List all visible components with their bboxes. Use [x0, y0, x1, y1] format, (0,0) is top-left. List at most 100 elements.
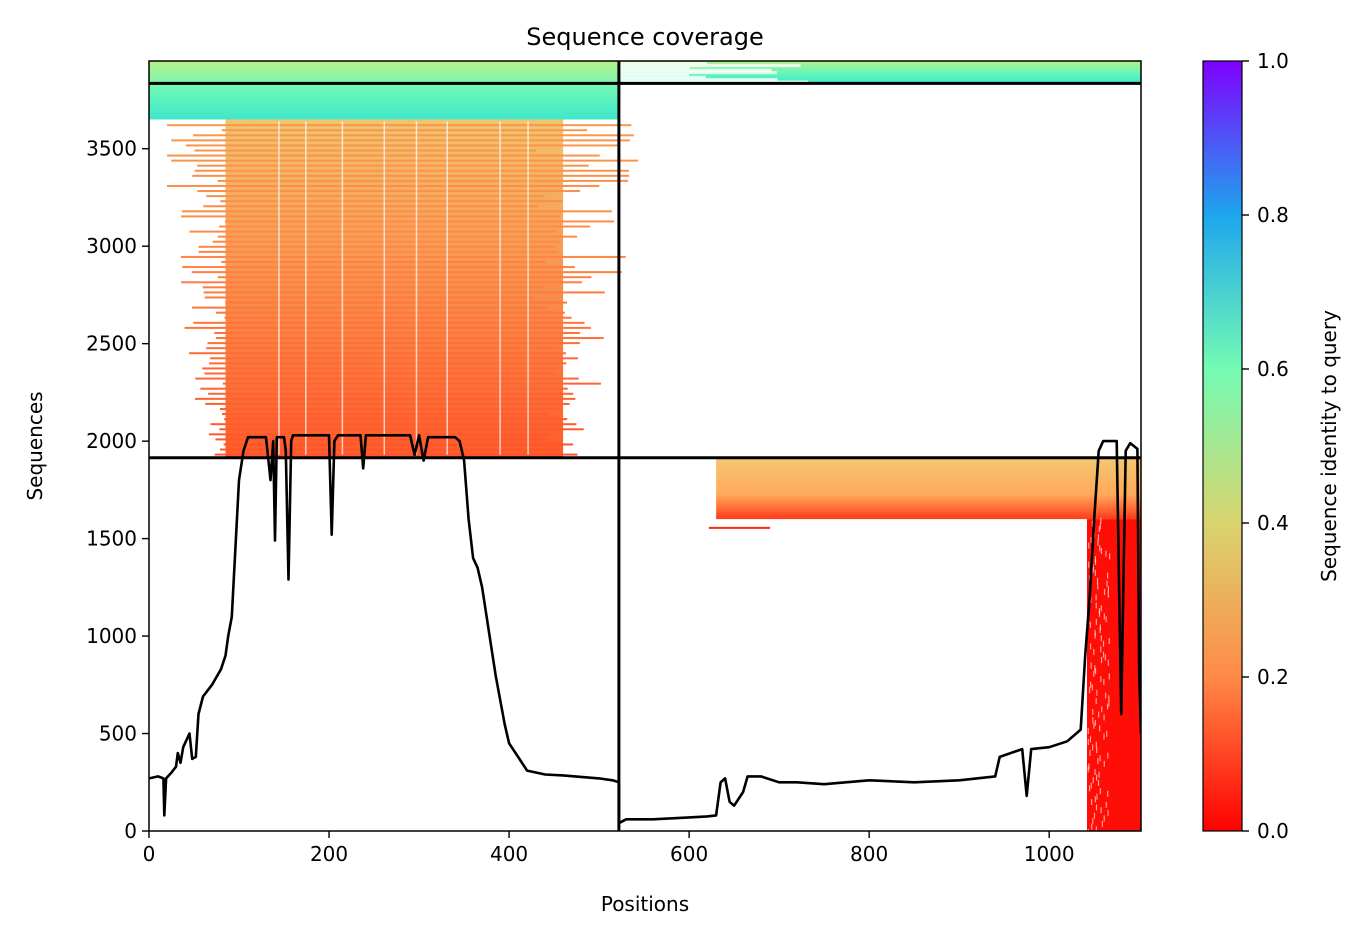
- gap-mark: [1095, 741, 1097, 748]
- gap-mark: [1092, 777, 1094, 784]
- alignment-streak: [192, 174, 630, 177]
- gap-mark: [618, 66, 690, 70]
- x-tick-label: 0: [143, 842, 156, 866]
- alignment-streak: [191, 306, 547, 309]
- plot-frame: [148, 60, 1142, 832]
- gap-mark: [1104, 654, 1106, 661]
- alignment-streak: [209, 362, 567, 365]
- gap-mark: [1097, 779, 1100, 786]
- alignment-streak: [204, 296, 534, 299]
- gap-mark: [1099, 624, 1101, 631]
- gap-column: [527, 121, 529, 455]
- alignment-streak: [207, 342, 580, 345]
- gap-mark: [1098, 711, 1100, 718]
- gap-mark: [1106, 580, 1108, 587]
- colorbar-tick-label: 0.0: [1257, 819, 1289, 843]
- gap-mark: [1087, 728, 1089, 735]
- alignment-streak: [185, 144, 619, 147]
- gap-mark: [1099, 755, 1101, 762]
- colorbar-tick-label: 0.4: [1257, 511, 1289, 535]
- alignment-streak: [214, 331, 580, 334]
- gap-mark: [618, 78, 778, 82]
- colorbar-tick-label: 0.2: [1257, 665, 1289, 689]
- x-tick-label: 1000: [1024, 842, 1075, 866]
- colorbar-tick-label: 0.8: [1257, 203, 1289, 227]
- gap-mark: [1100, 635, 1102, 642]
- gap-mark: [1107, 591, 1109, 598]
- gap-mark: [1088, 785, 1091, 792]
- gap-mark: [1088, 542, 1090, 549]
- gap-mark: [1094, 796, 1096, 803]
- gap-mark: [1097, 583, 1099, 590]
- gap-mark: [1090, 537, 1092, 544]
- gap-column: [305, 121, 307, 455]
- alignment-streak: [198, 250, 558, 253]
- gap-mark: [1095, 804, 1098, 811]
- gap-mark: [1094, 556, 1096, 563]
- alignment-streak: [224, 418, 568, 421]
- gap-mark: [1102, 640, 1105, 647]
- gap-mark: [1097, 758, 1099, 765]
- gap-mark: [1098, 771, 1100, 778]
- colorbar-ticks: 0.0 0.2 0.4 0.6 0.8 1.0: [1242, 49, 1289, 843]
- gap-mark: [1103, 760, 1105, 767]
- gap-mark: [1091, 684, 1093, 691]
- alignment-streak: [225, 220, 615, 223]
- alignment-streak: [219, 407, 562, 410]
- alignment-streaks: [167, 61, 1111, 831]
- gap-mark: [1107, 586, 1109, 593]
- gap-mark: [1105, 801, 1107, 808]
- gap-mark: [1093, 670, 1095, 677]
- gap-mark: [1089, 643, 1092, 650]
- alignment-streak: [215, 311, 565, 314]
- gap-mark: [1099, 788, 1101, 795]
- gap-mark: [1092, 708, 1094, 715]
- gap-mark: [1102, 651, 1105, 658]
- gap-mark: [1091, 823, 1093, 830]
- alignment-streak: [225, 301, 568, 304]
- gap-mark: [1097, 539, 1099, 546]
- gap-mark: [1089, 749, 1091, 756]
- y-axis-title: Sequences: [23, 391, 47, 500]
- alignment-streak: [708, 526, 771, 529]
- gap-mark: [1091, 520, 1094, 527]
- alignment-streak: [217, 179, 628, 182]
- gap-mark: [1106, 572, 1109, 579]
- gap-mark: [1093, 722, 1095, 729]
- alignment-streak: [194, 149, 537, 152]
- alignment-streak: [188, 352, 566, 355]
- colorbar: [1202, 60, 1243, 832]
- gap-mark: [1108, 553, 1111, 560]
- x-tick-label: 600: [670, 842, 708, 866]
- alignment-streak: [215, 438, 546, 441]
- alignment-streak: [221, 129, 588, 132]
- gap-mark: [1105, 692, 1107, 699]
- gap-mark: [1090, 662, 1092, 669]
- alignment-streak: [197, 190, 580, 193]
- gap-mark: [1088, 687, 1091, 694]
- gap-mark: [1100, 605, 1102, 612]
- alignment-streak: [206, 347, 559, 350]
- gap-mark: [1092, 744, 1094, 751]
- alignment-streak: [217, 235, 578, 238]
- alignment-streak: [219, 225, 591, 228]
- gap-mark: [1093, 648, 1095, 655]
- coverage-block: [149, 61, 619, 120]
- y-axis-ticks: 0 500 1000 1500 2000 2500 3000 3500: [86, 137, 149, 843]
- x-tick-label: 200: [310, 842, 348, 866]
- gap-mark: [1103, 678, 1105, 685]
- gap-mark: [1095, 618, 1097, 625]
- chart-title: Sequence coverage: [526, 23, 763, 51]
- gap-mark: [1095, 594, 1097, 601]
- gap-column: [446, 121, 448, 455]
- alignment-streak: [193, 134, 634, 137]
- alignment-streak: [181, 215, 561, 218]
- gap-mark: [1094, 719, 1096, 726]
- gap-mark: [1094, 569, 1096, 576]
- gap-mark: [1108, 695, 1110, 702]
- colorbar-title: Sequence identity to query: [1317, 310, 1341, 582]
- alignment-streak: [203, 205, 539, 208]
- gap-mark: [1090, 681, 1092, 688]
- gap-column: [383, 121, 386, 455]
- plot-area: [149, 61, 1141, 831]
